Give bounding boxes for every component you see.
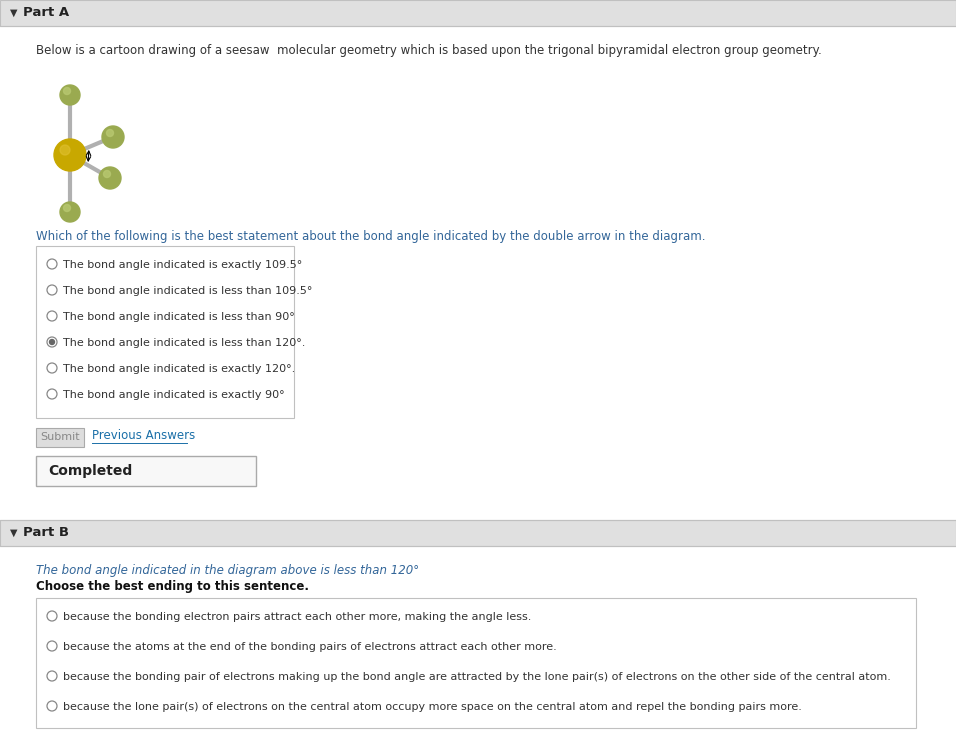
- Bar: [0, 546, 956, 739]
- Text: The bond angle indicated is less than 90°: The bond angle indicated is less than 90…: [63, 312, 294, 322]
- Text: Below is a cartoon drawing of a seesaw  molecular geometry which is based upon t: Below is a cartoon drawing of a seesaw m…: [36, 44, 822, 57]
- Circle shape: [50, 339, 54, 344]
- Bar: [36, 246, 294, 418]
- Circle shape: [63, 87, 71, 95]
- Text: because the atoms at the end of the bonding pairs of electrons attract each othe: because the atoms at the end of the bond…: [63, 642, 556, 652]
- Bar: [36, 598, 916, 728]
- Text: The bond angle indicated is less than 109.5°: The bond angle indicated is less than 10…: [63, 286, 313, 296]
- Text: because the bonding electron pairs attract each other more, making the angle les: because the bonding electron pairs attra…: [63, 612, 532, 622]
- Text: The bond angle indicated in the diagram above is less than 120°: The bond angle indicated in the diagram …: [36, 564, 419, 577]
- Text: Which of the following is the best statement about the bond angle indicated by t: Which of the following is the best state…: [36, 230, 706, 243]
- Text: The bond angle indicated is exactly 90°: The bond angle indicated is exactly 90°: [63, 390, 285, 400]
- Circle shape: [60, 145, 70, 155]
- Circle shape: [60, 202, 80, 222]
- Text: The bond angle indicated is less than 120°.: The bond angle indicated is less than 12…: [63, 338, 305, 348]
- Bar: [36, 428, 84, 447]
- Circle shape: [60, 85, 80, 105]
- Circle shape: [54, 139, 86, 171]
- Circle shape: [63, 205, 71, 211]
- Bar: [0, 26, 956, 520]
- Text: because the lone pair(s) of electrons on the central atom occupy more space on t: because the lone pair(s) of electrons on…: [63, 702, 802, 712]
- Bar: [0, 520, 956, 546]
- Text: ▼: ▼: [10, 8, 17, 18]
- Circle shape: [103, 171, 111, 177]
- Text: Submit: Submit: [40, 432, 79, 443]
- Text: Completed: Completed: [48, 464, 132, 478]
- Circle shape: [106, 129, 114, 137]
- Text: ▼: ▼: [10, 528, 17, 538]
- Text: Part B: Part B: [23, 526, 69, 539]
- Text: The bond angle indicated is exactly 109.5°: The bond angle indicated is exactly 109.…: [63, 260, 302, 270]
- Circle shape: [102, 126, 124, 148]
- Bar: [36, 456, 256, 486]
- Circle shape: [99, 167, 121, 189]
- Text: Previous Answers: Previous Answers: [92, 429, 195, 442]
- Text: The bond angle indicated is exactly 120°.: The bond angle indicated is exactly 120°…: [63, 364, 295, 374]
- Text: because the bonding pair of electrons making up the bond angle are attracted by : because the bonding pair of electrons ma…: [63, 672, 891, 682]
- Text: Choose the best ending to this sentence.: Choose the best ending to this sentence.: [36, 580, 309, 593]
- Text: Part A: Part A: [23, 7, 69, 19]
- Bar: [0, 0, 956, 26]
